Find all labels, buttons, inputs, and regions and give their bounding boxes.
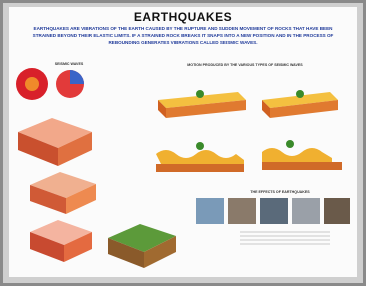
photo [228, 198, 256, 224]
page: EARTHQUAKES EARTHQUAKES ARE VIBRATIONS O… [0, 0, 366, 286]
photo [260, 198, 288, 224]
photo [196, 198, 224, 224]
globe-core [25, 77, 39, 91]
photo [324, 198, 350, 224]
section-label: MOTION PRODUCED BY THE VARIOUS TYPES OF … [170, 63, 320, 67]
section-label: THE EFFECTS OF EARTHQUAKES [230, 190, 330, 194]
title: EARTHQUAKES [10, 10, 356, 24]
intro-text: EARTHQUAKES ARE VIBRATIONS OF THE EARTH … [24, 25, 342, 46]
section-label: SEISMIC WAVES [44, 62, 94, 66]
photo [292, 198, 320, 224]
